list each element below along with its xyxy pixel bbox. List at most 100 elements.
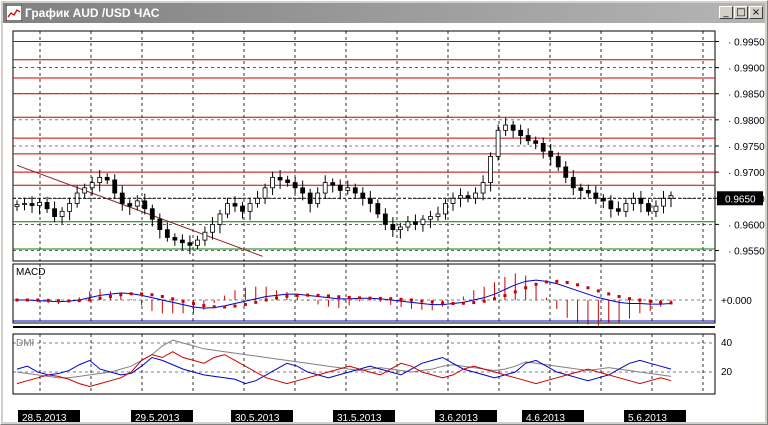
date-label: 28.5.2013 bbox=[18, 410, 80, 422]
macd-signal-point bbox=[659, 300, 663, 304]
minimize-button[interactable]: _ bbox=[719, 6, 733, 19]
date-label: 31.5.2013 bbox=[333, 410, 395, 422]
chart-area[interactable]: · 0.9950 · 0.9900 · 0.9850 · 0.9800 · 0.9750… bbox=[3, 23, 765, 422]
candle bbox=[518, 124, 524, 145]
date-label: 30.5.2013 bbox=[231, 410, 293, 422]
price-tick-label: · 0.9750 bbox=[728, 142, 765, 153]
candle bbox=[608, 195, 614, 218]
macd-signal-point bbox=[337, 295, 341, 299]
macd-signal-point bbox=[441, 301, 445, 305]
svg-text:4.6.2013: 4.6.2013 bbox=[526, 413, 565, 422]
candle bbox=[540, 137, 546, 159]
macd-signal-point bbox=[160, 295, 164, 298]
macd-signal-point bbox=[524, 286, 528, 290]
dmi-tick-20: 20 bbox=[721, 367, 733, 378]
candle bbox=[646, 199, 651, 216]
macd-signal-point bbox=[212, 305, 216, 309]
candle bbox=[97, 170, 103, 192]
candle bbox=[533, 136, 539, 150]
macd-signal-point bbox=[57, 299, 61, 303]
candle bbox=[435, 206, 441, 221]
svg-text:3.6.2013: 3.6.2013 bbox=[439, 413, 478, 422]
price-tick-label: · 0.9900 bbox=[728, 64, 765, 75]
date-label: 4.6.2013 bbox=[522, 410, 584, 422]
macd-signal-point bbox=[513, 290, 517, 294]
macd-signal-point bbox=[98, 296, 102, 300]
svg-text:30.5.2013: 30.5.2013 bbox=[235, 413, 280, 422]
candle bbox=[570, 170, 576, 196]
candle bbox=[29, 196, 35, 213]
macd-signal-point bbox=[544, 280, 548, 284]
candle bbox=[555, 152, 561, 172]
candle bbox=[127, 199, 133, 215]
candle bbox=[44, 196, 50, 213]
macd-signal-point bbox=[243, 302, 247, 306]
candle bbox=[179, 234, 185, 251]
candle bbox=[14, 200, 20, 211]
price-levels bbox=[13, 40, 715, 250]
candle bbox=[225, 197, 230, 219]
current-price-value: 0.9650 bbox=[725, 194, 756, 205]
candle bbox=[59, 207, 65, 224]
macd-signal-point bbox=[119, 293, 123, 297]
candle bbox=[142, 193, 148, 215]
date-labels: 28.5.2013 29.5.2013 30.5.2013 31.5.2013 3.6.… bbox=[18, 410, 686, 422]
macd-signal-point bbox=[451, 302, 455, 305]
macd-signal-point bbox=[171, 297, 175, 301]
macd-signal-point bbox=[627, 297, 631, 301]
candle bbox=[330, 178, 336, 193]
macd-signal-point bbox=[67, 299, 71, 303]
candle bbox=[337, 179, 343, 200]
macd-signal-point bbox=[534, 282, 538, 286]
svg-text:31.5.2013: 31.5.2013 bbox=[337, 413, 382, 422]
macd-signal-point bbox=[358, 296, 362, 300]
macd-signal-point bbox=[88, 298, 92, 302]
macd-signal-point bbox=[202, 304, 206, 308]
candle bbox=[149, 204, 155, 227]
candle bbox=[210, 217, 215, 240]
candle bbox=[232, 196, 238, 212]
adx-line bbox=[16, 339, 672, 379]
candle bbox=[22, 197, 27, 211]
macd-signal-point bbox=[129, 292, 133, 296]
candle bbox=[322, 175, 328, 199]
candle bbox=[585, 184, 591, 198]
macd-signal-point bbox=[617, 295, 621, 298]
maximize-button[interactable]: □ bbox=[734, 6, 748, 19]
macd-tick-zero: +0.000 bbox=[721, 296, 752, 307]
candle bbox=[352, 183, 358, 199]
macd-label: MACD bbox=[16, 267, 45, 278]
macd-signal-point bbox=[347, 295, 351, 299]
price-tick-label: · 0.9850 bbox=[728, 90, 765, 101]
macd-signal-point bbox=[368, 296, 372, 300]
candle bbox=[623, 199, 629, 218]
candle bbox=[112, 174, 118, 199]
svg-text:28.5.2013: 28.5.2013 bbox=[22, 413, 67, 422]
plus-di-line bbox=[16, 356, 672, 385]
candle bbox=[578, 183, 584, 200]
candle bbox=[134, 195, 140, 211]
candle bbox=[300, 180, 306, 201]
macd-signal-point bbox=[46, 298, 50, 302]
candle bbox=[345, 180, 351, 195]
macd-signal-point bbox=[607, 292, 611, 296]
price-tick-label: · 0.9950 bbox=[728, 37, 765, 48]
macd-signal-point bbox=[378, 296, 382, 300]
dmi-plot bbox=[16, 339, 672, 388]
macd-signal-point bbox=[108, 295, 112, 298]
current-price-marker: 0.9650 bbox=[13, 191, 763, 206]
macd-signal-point bbox=[503, 294, 507, 298]
candle bbox=[52, 201, 57, 223]
macd-signal-point bbox=[555, 279, 559, 283]
title-bar[interactable]: График AUD /USD ЧАС _ □ × bbox=[3, 3, 765, 23]
macd-signal-point bbox=[638, 298, 642, 302]
macd-signal-point bbox=[295, 293, 299, 297]
price-tick-label: · 0.9800 bbox=[728, 116, 765, 127]
candle bbox=[89, 176, 95, 196]
dmi-tick-40: 40 bbox=[721, 338, 733, 349]
macd-signal-point bbox=[233, 304, 237, 308]
close-button[interactable]: × bbox=[749, 6, 763, 19]
chart-icon bbox=[6, 5, 22, 21]
chart-canvas[interactable]: · 0.9950 · 0.9900 · 0.9850 · 0.9800 · 0.9750… bbox=[3, 23, 765, 422]
